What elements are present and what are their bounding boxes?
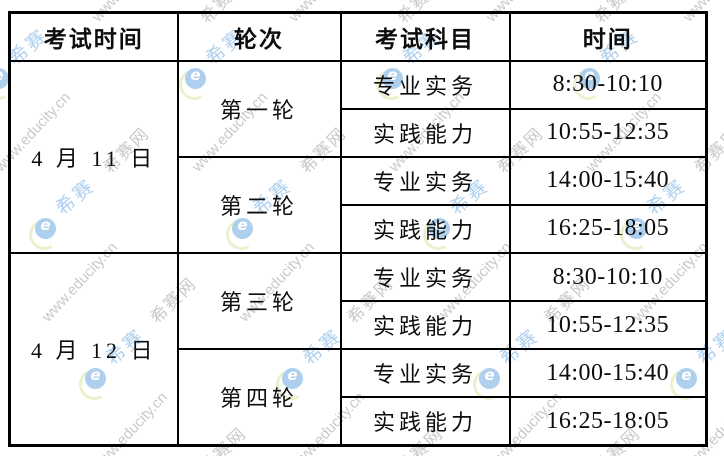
time-cell: 8:30-10:10 <box>508 252 708 303</box>
date-cell-april-12: 4 月 12 日 <box>8 252 179 447</box>
table-row: 实践能力 10:55-12:35 <box>10 300 708 351</box>
round-cell-1: 第一轮 <box>176 59 342 158</box>
subject-cell: 实践能力 <box>339 396 511 447</box>
subject-cell: 专业实务 <box>339 252 511 303</box>
time-cell: 16:25-18:05 <box>508 203 708 255</box>
header-subject: 考试科目 <box>339 11 511 62</box>
subject-cell: 专业实务 <box>339 348 511 399</box>
table-row: 实践能力 16:25-18:05 <box>10 396 708 447</box>
subject-cell: 专业实务 <box>339 59 511 110</box>
subject-cell: 实践能力 <box>339 107 511 158</box>
round-cell-3: 第三轮 <box>176 252 342 351</box>
subject-cell: 实践能力 <box>339 300 511 351</box>
header-row: 考试时间 轮次 考试科目 时间 <box>8 11 708 62</box>
time-cell: 8:30-10:10 <box>508 59 708 110</box>
header-exam-date: 考试时间 <box>8 11 179 62</box>
date-cell-april-11: 4 月 11 日 <box>8 59 179 255</box>
time-cell: 16:25-18:05 <box>508 396 708 447</box>
table-row: 第四轮 专业实务 14:00-15:40 <box>10 348 708 447</box>
round-cell-4: 第四轮 <box>176 348 342 447</box>
table-row: 4 月 11 日 第一轮 专业实务 8:30-10:10 <box>8 59 708 255</box>
subject-cell: 实践能力 <box>339 203 511 255</box>
header-round: 轮次 <box>176 11 342 62</box>
table-row: 实践能力 10:55-12:35 <box>10 107 708 158</box>
exam-schedule-table: 考试时间 轮次 考试科目 时间 4 月 11 日 第一轮 专业实务 8:30-1… <box>8 11 708 447</box>
header-time: 时间 <box>508 11 708 62</box>
table-row: 4 月 12 日 第三轮 专业实务 8:30-10:10 <box>8 252 708 447</box>
subject-cell: 专业实务 <box>339 155 511 206</box>
time-cell: 10:55-12:35 <box>508 107 708 158</box>
table-row: 实践能力 16:25-18:05 <box>10 203 708 255</box>
table-row: 第二轮 专业实务 14:00-15:40 <box>10 155 708 255</box>
time-cell: 14:00-15:40 <box>508 155 708 206</box>
time-cell: 14:00-15:40 <box>508 348 708 399</box>
round-cell-2: 第二轮 <box>176 155 342 255</box>
time-cell: 10:55-12:35 <box>508 300 708 351</box>
